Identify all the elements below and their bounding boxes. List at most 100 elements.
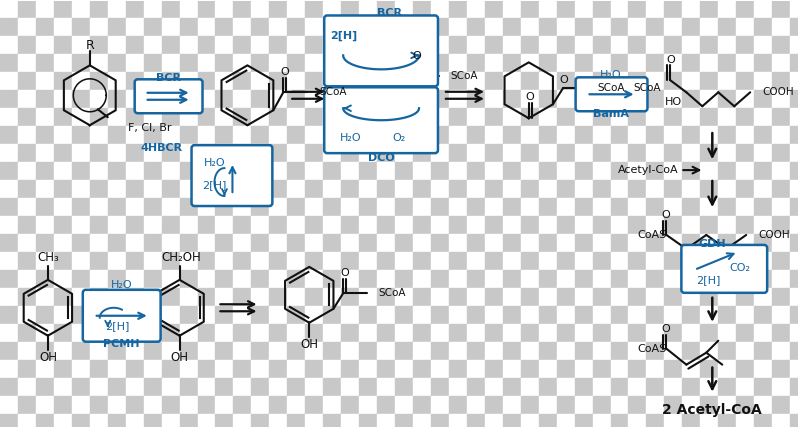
Bar <box>198 252 215 270</box>
Bar <box>54 144 72 162</box>
Bar <box>557 413 574 428</box>
Bar <box>90 198 108 216</box>
Bar <box>359 108 377 126</box>
Bar <box>395 288 413 306</box>
Bar <box>538 126 557 144</box>
Bar <box>0 270 18 288</box>
Bar <box>395 108 413 126</box>
Bar <box>665 126 682 144</box>
Bar <box>431 234 449 252</box>
Bar <box>215 216 234 234</box>
Text: O₂: O₂ <box>393 133 406 143</box>
Bar <box>377 90 395 108</box>
Bar <box>36 108 54 126</box>
Bar <box>610 90 629 108</box>
Bar <box>108 252 126 270</box>
Bar <box>772 0 790 18</box>
Bar <box>557 288 574 306</box>
Bar <box>251 144 270 162</box>
Bar <box>341 216 359 234</box>
Bar <box>718 36 736 54</box>
Text: CoAS: CoAS <box>637 230 666 240</box>
Bar <box>718 413 736 428</box>
Bar <box>36 413 54 428</box>
Bar <box>736 288 754 306</box>
Bar <box>287 54 306 72</box>
Bar <box>574 413 593 428</box>
Bar <box>700 324 718 342</box>
Bar <box>306 413 323 428</box>
Bar <box>341 0 359 18</box>
Bar <box>198 198 215 216</box>
Bar <box>395 324 413 342</box>
Bar <box>502 72 521 90</box>
Bar <box>359 72 377 90</box>
Bar <box>754 377 772 395</box>
Bar <box>502 54 521 72</box>
Bar <box>467 234 485 252</box>
Bar <box>0 126 18 144</box>
Bar <box>36 342 54 360</box>
Bar <box>754 234 772 252</box>
Bar <box>162 234 179 252</box>
Bar <box>36 252 54 270</box>
Bar <box>521 288 538 306</box>
Bar <box>736 108 754 126</box>
Bar <box>574 126 593 144</box>
Bar <box>521 54 538 72</box>
Bar <box>646 306 665 324</box>
Bar <box>395 234 413 252</box>
Text: SCoA: SCoA <box>450 71 478 81</box>
Bar <box>431 72 449 90</box>
Bar <box>502 0 521 18</box>
Bar <box>700 180 718 198</box>
Bar <box>629 270 646 288</box>
Bar <box>72 377 90 395</box>
Bar <box>413 108 431 126</box>
Bar <box>108 395 126 413</box>
Bar <box>629 54 646 72</box>
Bar <box>629 0 646 18</box>
Bar <box>557 342 574 360</box>
Bar <box>502 252 521 270</box>
Bar <box>502 324 521 342</box>
Bar <box>467 360 485 377</box>
Bar <box>341 144 359 162</box>
Bar <box>700 0 718 18</box>
Bar <box>431 377 449 395</box>
Bar <box>287 126 306 144</box>
Bar <box>557 252 574 270</box>
Bar <box>682 72 700 90</box>
Bar <box>646 108 665 126</box>
Bar <box>700 306 718 324</box>
Bar <box>377 252 395 270</box>
Bar <box>287 90 306 108</box>
Bar <box>306 36 323 54</box>
Bar <box>557 216 574 234</box>
Bar <box>431 198 449 216</box>
Bar <box>323 36 341 54</box>
Bar <box>162 36 179 54</box>
Bar <box>179 342 198 360</box>
Bar <box>126 108 144 126</box>
Bar <box>718 270 736 288</box>
Bar <box>126 126 144 144</box>
Bar <box>790 36 800 54</box>
Bar <box>610 252 629 270</box>
Bar <box>736 72 754 90</box>
Bar <box>413 0 431 18</box>
Bar <box>449 144 467 162</box>
Bar <box>521 270 538 288</box>
Text: H₂O: H₂O <box>600 70 622 80</box>
Bar <box>251 413 270 428</box>
Bar <box>646 270 665 288</box>
Bar <box>108 108 126 126</box>
Bar <box>198 0 215 18</box>
Bar <box>682 216 700 234</box>
Bar <box>395 18 413 36</box>
Bar <box>665 395 682 413</box>
Bar <box>790 270 800 288</box>
Bar <box>251 252 270 270</box>
Bar <box>718 377 736 395</box>
Bar <box>538 234 557 252</box>
